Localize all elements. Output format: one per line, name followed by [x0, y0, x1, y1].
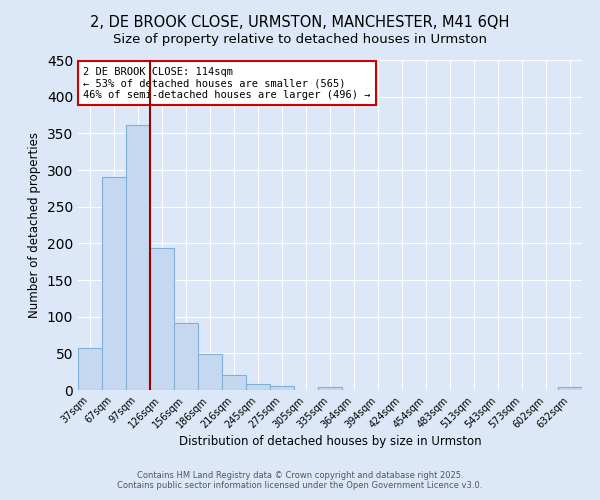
Bar — [222, 376, 246, 390]
Bar — [318, 387, 342, 390]
Bar — [78, 348, 102, 390]
Bar — [270, 386, 294, 390]
Bar — [150, 248, 174, 390]
Bar — [198, 354, 222, 390]
Text: 2 DE BROOK CLOSE: 114sqm
← 53% of detached houses are smaller (565)
46% of semi-: 2 DE BROOK CLOSE: 114sqm ← 53% of detach… — [83, 66, 371, 100]
Bar — [558, 387, 582, 390]
Y-axis label: Number of detached properties: Number of detached properties — [28, 132, 41, 318]
Bar — [246, 384, 270, 390]
Text: Contains HM Land Registry data © Crown copyright and database right 2025.
Contai: Contains HM Land Registry data © Crown c… — [118, 470, 482, 490]
Bar — [102, 176, 126, 390]
Text: Size of property relative to detached houses in Urmston: Size of property relative to detached ho… — [113, 32, 487, 46]
Bar — [126, 124, 150, 390]
Text: 2, DE BROOK CLOSE, URMSTON, MANCHESTER, M41 6QH: 2, DE BROOK CLOSE, URMSTON, MANCHESTER, … — [91, 15, 509, 30]
Bar — [174, 322, 198, 390]
X-axis label: Distribution of detached houses by size in Urmston: Distribution of detached houses by size … — [179, 436, 481, 448]
